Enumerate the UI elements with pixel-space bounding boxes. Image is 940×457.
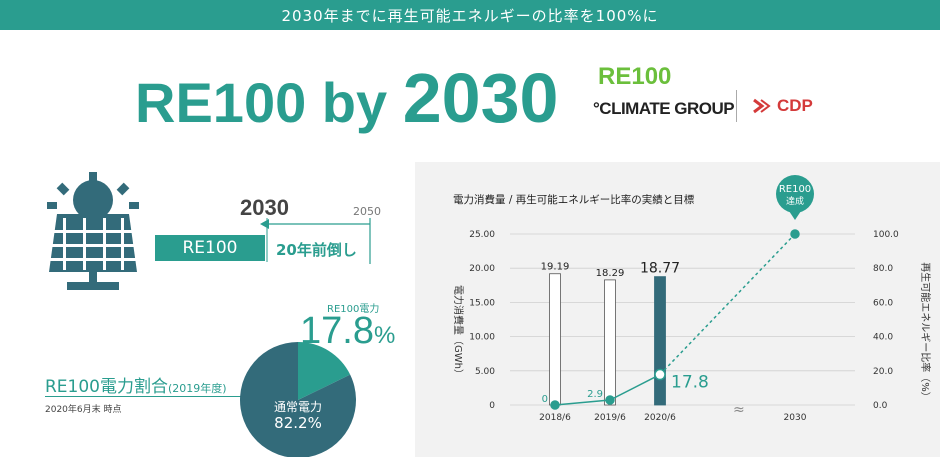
y-left-tick-label: 20.00	[469, 264, 495, 274]
normal-power-label: 通常電力	[273, 400, 322, 414]
y-left-tick-label: 10.00	[469, 333, 495, 343]
x-tick-label: 2020/6	[644, 413, 676, 423]
re100-power-pct: %	[373, 322, 396, 349]
x-tick-label: 2030	[784, 413, 807, 423]
chart-panel: 電力消費量 / 再生可能エネルギー比率の実績と目標 0 5.00 10.00 15.0…	[415, 162, 940, 457]
share-title-main: RE100電力割合	[45, 377, 169, 397]
re100-timeline-bar: RE100	[155, 235, 265, 261]
y-right-tick-label: 40.0	[873, 333, 893, 343]
climate-group-logo: °CLIMATE GROUP	[593, 99, 735, 118]
logo-divider	[736, 90, 737, 122]
original-year-label: 2050	[353, 205, 381, 218]
ratio-point	[550, 400, 560, 410]
chart-title: 電力消費量 / 再生可能エネルギー比率の実績と目標	[453, 193, 695, 206]
bar-value-label: 18.77	[640, 261, 680, 277]
share-as-of: 2020年6月末 時点	[45, 405, 122, 415]
target-callout-line2: 達成	[786, 195, 804, 207]
y-right-tick-label: 60.0	[873, 298, 893, 308]
normal-power-value: 82.2%	[274, 414, 322, 432]
target-callout-pointer	[789, 211, 801, 220]
re100-logo: RE100	[598, 63, 672, 90]
cdp-logo-text: CDP	[777, 96, 813, 115]
y-right-tick-label: 80.0	[873, 264, 893, 274]
cdp-mark-icon	[753, 98, 771, 114]
ratio-point	[654, 368, 666, 381]
ratio-value-label: 2.9	[587, 389, 603, 400]
headline-year: 2030	[402, 59, 559, 137]
y-left-tick-label: 25.00	[469, 230, 495, 240]
share-underline	[45, 396, 255, 397]
solar-panel-icon	[47, 172, 139, 290]
y-left-tick-label: 5.00	[475, 367, 495, 377]
bar-2019-6	[604, 279, 616, 406]
timeline-arrow	[260, 218, 371, 264]
axis-break-mark: ≈	[733, 402, 745, 418]
power-share-pie	[240, 342, 356, 457]
ratio-line-target	[659, 233, 796, 376]
y-left-tick-label: 15.00	[469, 298, 495, 308]
share-title-sub: (2019年度)	[168, 382, 227, 395]
y-right-tick-label: 100.0	[873, 230, 899, 240]
target-callout-bubble	[776, 175, 814, 213]
top-banner: 2030年までに再生可能エネルギーの比率を100%に	[0, 0, 940, 30]
y-right-tick-label: 20.0	[873, 367, 893, 377]
pie-slice-normal	[240, 342, 356, 457]
ratio-point	[790, 229, 800, 239]
y-left-axis-label: 電力消費量（GWh）	[452, 285, 465, 379]
bar-value-label: 18.29	[596, 268, 625, 279]
ratio-value-label: 17.8	[671, 373, 709, 393]
headline: RE100 by 2030	[135, 58, 558, 138]
ratio-point	[605, 395, 615, 405]
bar-2020-6	[654, 276, 666, 406]
headline-prefix: RE100 by	[135, 71, 403, 134]
consumption-ratio-chart: 電力消費量 / 再生可能エネルギー比率の実績と目標 0 5.00 10.00 15.0…	[452, 175, 932, 423]
x-tick-label: 2019/6	[594, 413, 626, 423]
y-left-tick-label: 0	[489, 401, 495, 411]
ratio-value-label: 0	[542, 394, 548, 405]
share-title: RE100電力割合(2019年度)	[45, 372, 227, 397]
target-callout: RE100 達成	[776, 175, 814, 220]
bar-value-label: 19.19	[541, 262, 570, 273]
cdp-logo: CDP	[752, 96, 813, 116]
years-ahead-label: 20年前倒し	[276, 241, 357, 259]
y-right-axis-label: 再生可能エネルギー比率（%）	[919, 262, 932, 402]
target-callout-line1: RE100	[779, 184, 811, 195]
y-right-tick-label: 0.0	[873, 401, 888, 411]
bar-2018-6	[549, 273, 561, 406]
x-tick-label: 2018/6	[539, 413, 571, 423]
pie-slice-re100	[298, 342, 351, 400]
target-year-label: 2030	[240, 195, 289, 220]
re100-power-label: RE100電力	[327, 304, 380, 315]
